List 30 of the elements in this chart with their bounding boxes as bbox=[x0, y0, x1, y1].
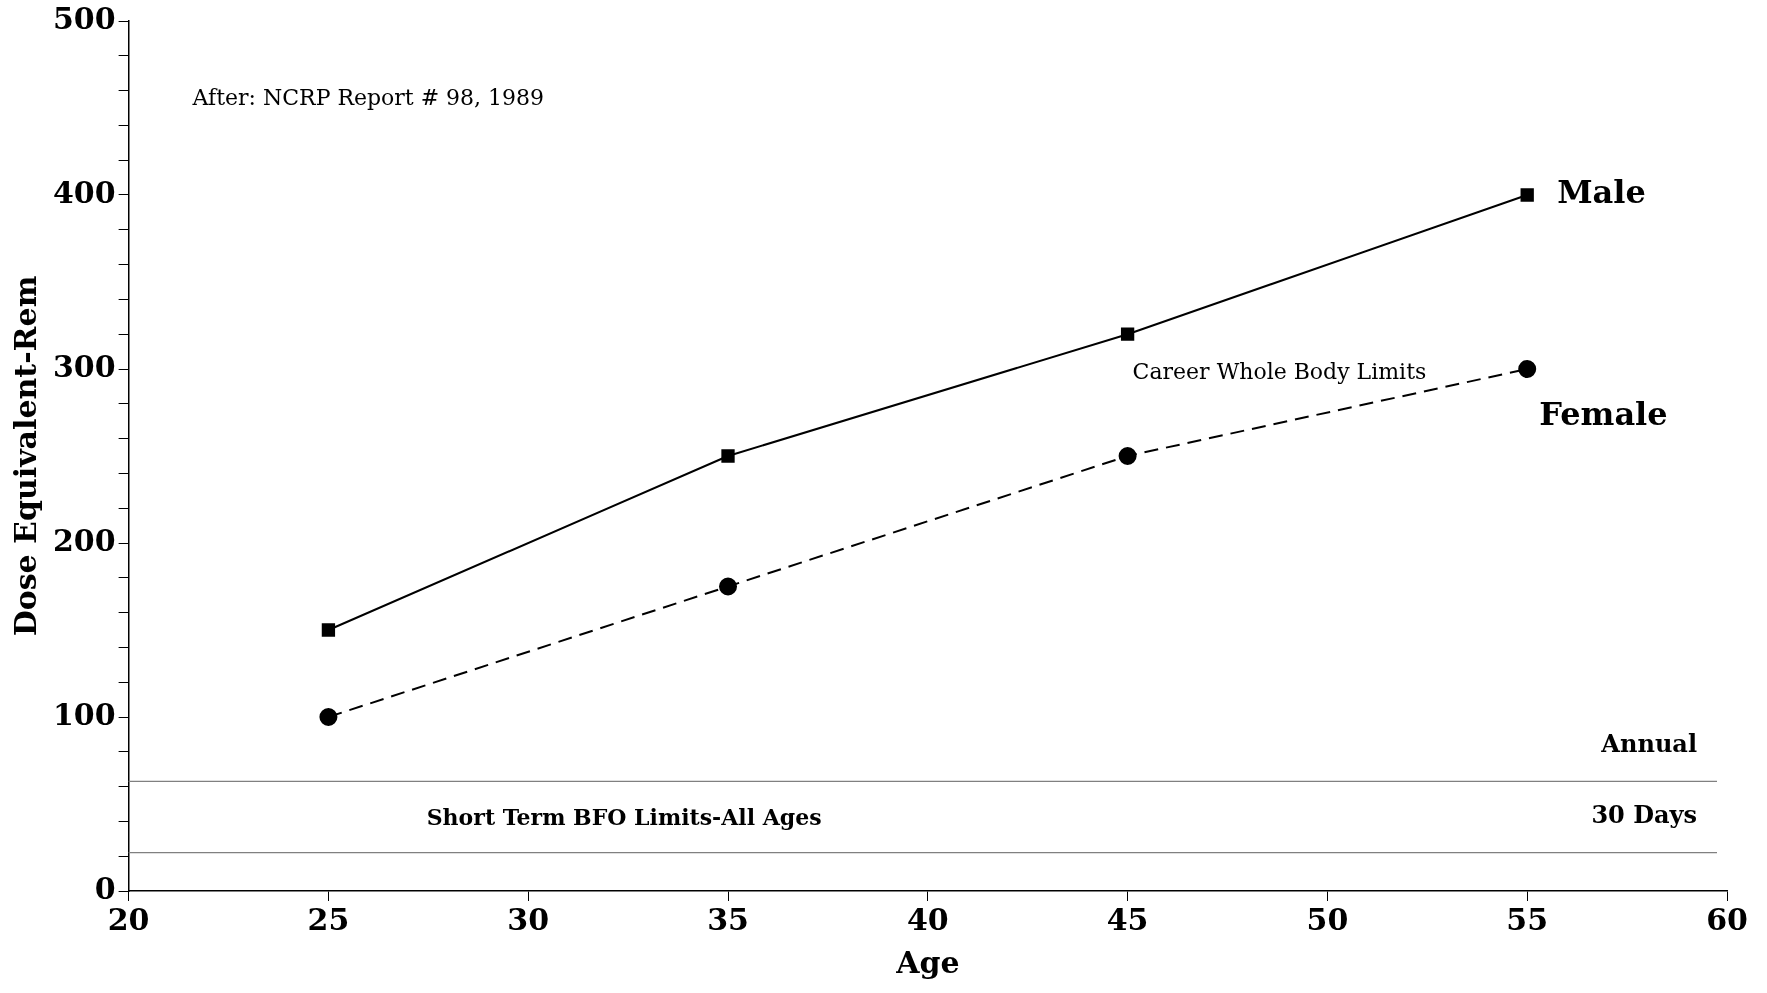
x-tick-label: 25 bbox=[307, 901, 350, 937]
x-tick-label: 30 bbox=[507, 901, 550, 937]
point bbox=[1518, 360, 1537, 378]
x-axis-title: Age bbox=[895, 944, 960, 980]
x-tick-label: 45 bbox=[1106, 901, 1149, 937]
y-tick-label: 100 bbox=[53, 696, 116, 732]
x-tick-label: 60 bbox=[1706, 901, 1748, 937]
ref-line-label: Annual bbox=[1600, 728, 1697, 758]
x-tick-label: 40 bbox=[906, 901, 949, 937]
y-tick-label: 500 bbox=[53, 0, 116, 36]
series-label: Male bbox=[1557, 173, 1646, 212]
x-tick-label: 35 bbox=[707, 901, 749, 937]
point bbox=[719, 577, 738, 596]
x-tick-label: 50 bbox=[1306, 901, 1349, 937]
y-axis-title: Dose Equivalent-Rem bbox=[7, 275, 43, 637]
annotation: Short Term BFO Limits-All Ages bbox=[426, 804, 822, 831]
y-tick-label: 400 bbox=[53, 174, 116, 210]
point bbox=[1118, 447, 1137, 465]
point bbox=[1120, 327, 1135, 341]
point bbox=[721, 449, 735, 463]
series-label: Female bbox=[1539, 395, 1668, 434]
y-tick-label: 200 bbox=[53, 522, 116, 558]
annotation: Career Whole Body Limits bbox=[1132, 359, 1427, 385]
y-tick-label: 300 bbox=[53, 348, 116, 384]
x-tick-label: 55 bbox=[1506, 901, 1549, 937]
point bbox=[319, 708, 338, 726]
point bbox=[321, 623, 336, 637]
annotation: After: NCRP Report # 98, 1989 bbox=[191, 85, 545, 111]
point bbox=[1520, 188, 1534, 202]
ref-line-label: 30 Days bbox=[1591, 799, 1697, 829]
